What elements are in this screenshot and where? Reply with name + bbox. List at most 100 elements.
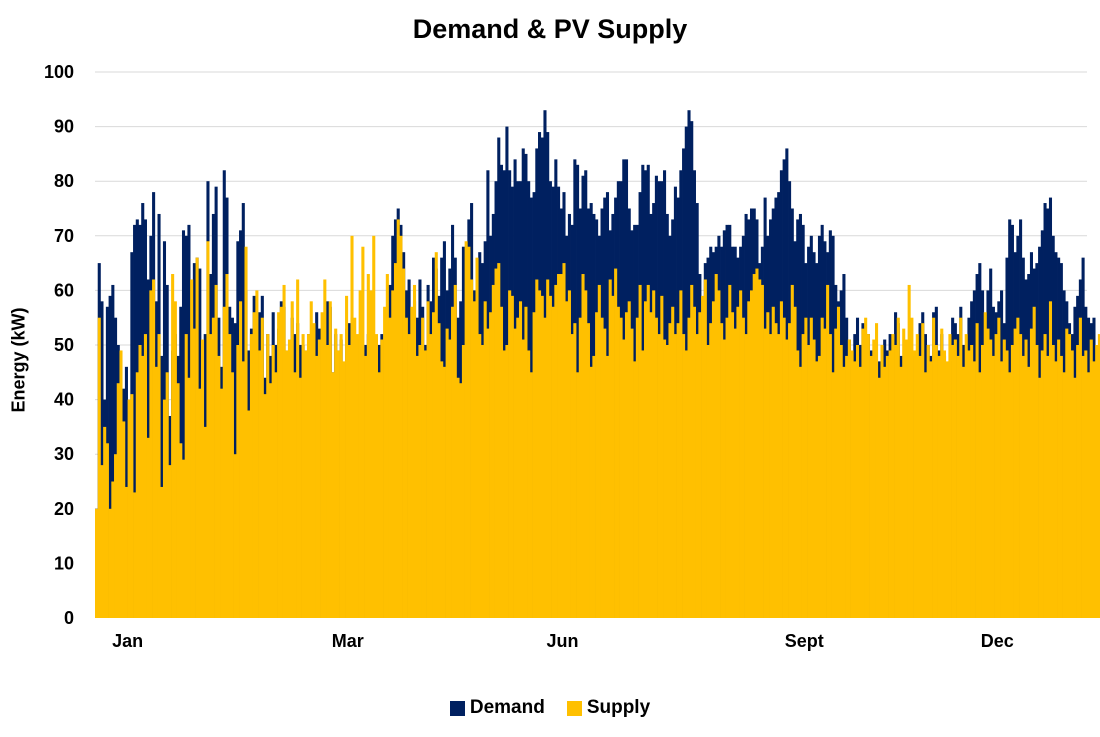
supply-bar — [543, 317, 547, 618]
supply-bar — [836, 306, 841, 618]
supply-bar — [994, 334, 998, 618]
supply-bar — [709, 323, 713, 618]
supply-bar — [665, 345, 669, 618]
supply-bar — [540, 295, 544, 618]
supply-bar — [279, 306, 283, 618]
supply-bar — [701, 295, 705, 618]
supply-bar — [929, 361, 933, 618]
supply-bar — [923, 372, 927, 618]
supply-bar — [600, 317, 604, 618]
supply-bar — [211, 317, 215, 618]
supply-bar — [402, 268, 406, 618]
supply-bar — [671, 306, 675, 618]
supply-bar — [160, 486, 164, 618]
supply-bar — [369, 290, 373, 618]
supply-bar — [880, 345, 884, 618]
supply-bar — [722, 339, 726, 618]
supply-bar — [782, 317, 786, 618]
supply-bar — [355, 334, 359, 618]
supply-bar — [1067, 334, 1072, 618]
supply-bar — [171, 274, 175, 618]
supply-bar — [339, 334, 343, 618]
supply-bar — [157, 334, 161, 618]
supply-bar — [508, 290, 512, 618]
x-tick-label: Dec — [981, 631, 1014, 651]
x-tick-labels: Jan Mar Jun Sept Dec — [112, 631, 1014, 651]
supply-bar — [934, 345, 938, 618]
supply-bar — [448, 339, 452, 618]
supply-bar — [1024, 339, 1028, 618]
supply-bar — [573, 323, 577, 618]
supply-bar — [287, 339, 292, 618]
supply-bar — [619, 317, 623, 618]
legend-item-demand[interactable]: Demand — [449, 697, 545, 719]
supply-bar — [274, 372, 278, 618]
supply-bar — [554, 284, 558, 618]
supply-bar — [695, 334, 699, 618]
supply-bar — [907, 284, 911, 618]
supply-bar — [217, 355, 221, 618]
supply-bar — [875, 323, 879, 618]
supply-bar — [1021, 355, 1025, 618]
supply-bar — [1032, 306, 1036, 618]
supply-bar — [483, 301, 487, 618]
supply-bar — [532, 312, 536, 618]
supply-bar — [200, 339, 205, 618]
legend-item-supply[interactable]: Supply — [566, 697, 651, 719]
supply-bar — [673, 334, 677, 618]
supply-bar — [611, 295, 615, 618]
supply-bar — [437, 323, 441, 618]
supply-bar — [714, 274, 718, 618]
supply-bar — [214, 284, 218, 618]
supply-bar — [152, 279, 156, 618]
supply-bar — [1054, 361, 1058, 618]
demand-bar — [181, 230, 186, 618]
supply-bar — [143, 334, 147, 618]
supply-bar — [459, 383, 463, 618]
supply-bar — [603, 328, 607, 618]
chart-title: Demand & PV Supply — [412, 14, 688, 44]
supply-bar — [252, 312, 256, 618]
supply-bar — [646, 284, 650, 618]
supply-bar — [592, 355, 596, 618]
supply-bar — [831, 372, 835, 618]
supply-bar — [711, 301, 716, 618]
supply-bar — [641, 350, 645, 618]
supply-bar — [407, 334, 411, 618]
supply-bar — [187, 377, 191, 618]
supply-bar — [342, 361, 346, 618]
supply-bar — [480, 345, 484, 618]
supply-bar — [374, 334, 378, 618]
supply-bar — [888, 350, 892, 618]
supply-bar — [970, 345, 974, 618]
supply-bar — [788, 323, 792, 618]
supply-bar — [521, 339, 525, 618]
supply-bar — [331, 372, 335, 618]
supply-bar — [850, 350, 854, 618]
supply-bar — [771, 306, 775, 618]
y-tick-labels: 0 10 20 30 40 50 60 70 80 90 100 — [44, 62, 74, 628]
supply-bar — [538, 290, 542, 618]
legend-label-supply: Supply — [586, 697, 651, 718]
supply-bar — [763, 328, 767, 618]
supply-bar — [478, 334, 482, 618]
supply-bar — [630, 328, 634, 618]
supply-bar — [399, 235, 403, 619]
supply-bar — [597, 284, 601, 618]
supply-bar — [687, 317, 691, 618]
supply-bar — [679, 290, 683, 618]
supply-bar — [489, 312, 493, 618]
supply-bar — [527, 350, 531, 618]
supply-bar — [945, 361, 949, 618]
supply-bar — [301, 334, 305, 618]
supply-bar — [1019, 334, 1023, 618]
supply-bar — [451, 306, 455, 618]
supply-bar — [858, 366, 862, 618]
supply-bar — [915, 334, 919, 618]
supply-bar — [119, 350, 123, 618]
legend-label-demand: Demand — [469, 697, 545, 718]
supply-bar — [116, 383, 120, 618]
supply-bar — [203, 426, 207, 618]
supply-bar — [608, 279, 612, 618]
supply-bar — [1013, 328, 1017, 618]
